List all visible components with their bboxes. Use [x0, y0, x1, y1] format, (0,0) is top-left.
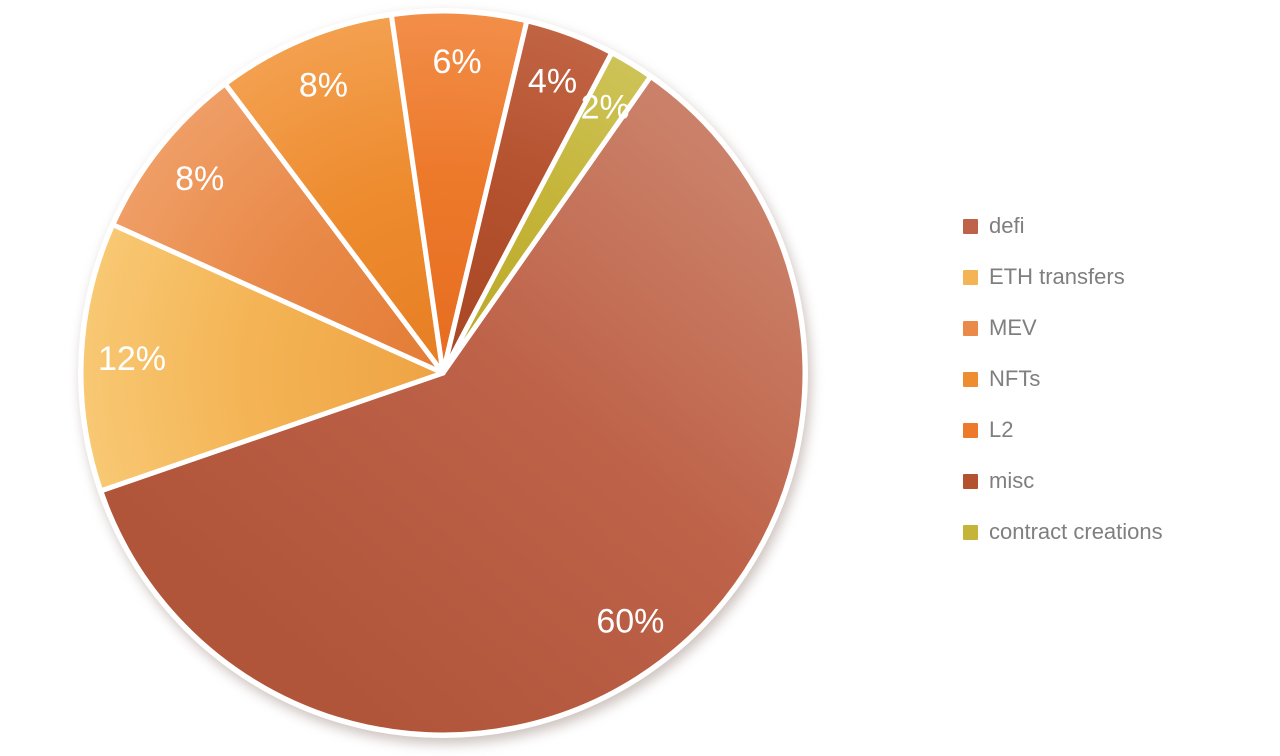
legend-label: L2: [989, 417, 1014, 442]
pie-slice-eth-transfers: [78, 222, 446, 494]
legend-label: ETH transfers: [989, 264, 1125, 289]
legend-item-nfts: NFTs: [963, 368, 1163, 390]
legend-item-contract-creations: contract creations: [963, 521, 1163, 543]
slice-percent-label-defi: 60%: [596, 603, 664, 641]
slice-percent-label-mev: 8%: [175, 160, 224, 198]
legend-label: MEV: [989, 315, 1037, 340]
pie-group: [78, 8, 808, 738]
legend-swatch-icon: [963, 473, 978, 489]
pie-slice-mev: [110, 81, 446, 376]
legend-swatch-icon: [963, 524, 978, 540]
legend-swatch-icon: [963, 320, 978, 336]
legend-item-mev: MEV: [963, 317, 1163, 339]
legend-label: misc: [989, 468, 1035, 493]
legend-item-misc: misc: [963, 470, 1163, 492]
pie-slice-contract-creations: [440, 50, 654, 376]
slice-percent-label-eth-transfers: 12%: [98, 340, 166, 378]
slice-percent-label-misc: 4%: [528, 63, 577, 101]
legend-swatch-icon: [963, 218, 978, 234]
slice-percent-label-contract-creations: 2%: [581, 88, 630, 126]
legend-item-defi: defi: [963, 215, 1163, 237]
pie-slice-nfts: [222, 12, 446, 376]
legend-swatch-icon: [963, 269, 978, 285]
legend-item-eth-transfers: ETH transfers: [963, 266, 1163, 288]
pie-slice-l2: [388, 8, 530, 376]
slice-percent-label-l2: 6%: [433, 43, 482, 81]
pie-labels: 60% 12% 8% 8% 6% 4%2%: [98, 43, 664, 641]
legend-item-l2: L2: [963, 419, 1163, 441]
slice-percent-label-nfts: 8%: [299, 67, 348, 105]
legend-label: contract creations: [989, 519, 1163, 544]
legend-label: defi: [989, 213, 1025, 238]
legend-swatch-icon: [963, 422, 978, 438]
legend-label: NFTs: [989, 366, 1041, 391]
pie-slice-defi: [98, 73, 808, 738]
chart-legend: defi ETH transfers MEV NFTs L2 misc cont…: [963, 215, 1163, 572]
legend-swatch-icon: [963, 371, 978, 387]
